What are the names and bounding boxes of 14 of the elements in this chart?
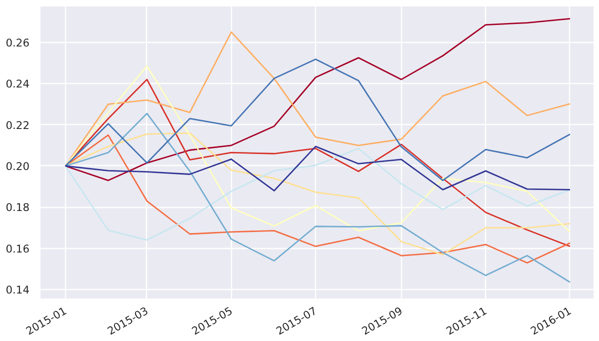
y-tick-label: 0.20 — [6, 160, 30, 173]
line-series — [64, 146, 571, 192]
line-series — [64, 112, 571, 283]
y-tick-label: 0.22 — [6, 118, 30, 132]
line-series — [64, 65, 571, 233]
y-tick-label: 0.14 — [6, 284, 30, 297]
line-series — [64, 58, 571, 182]
y-tick-label: 0.16 — [6, 242, 30, 256]
line-series — [64, 18, 571, 182]
line-series — [64, 148, 571, 241]
line-series — [64, 31, 571, 167]
y-tick-label: 0.18 — [6, 201, 30, 214]
y-tick-label: 0.24 — [6, 78, 30, 91]
y-tick-label: 0.26 — [6, 36, 30, 50]
